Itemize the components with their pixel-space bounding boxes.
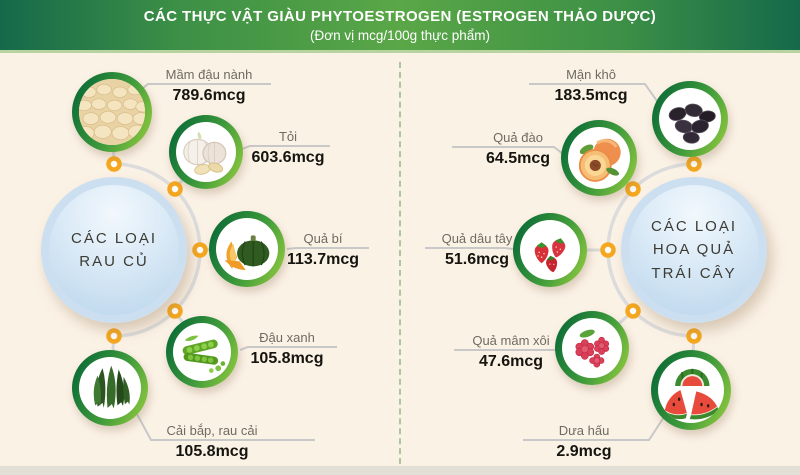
- prunes-image: [668, 103, 716, 144]
- peach-image: [578, 138, 621, 182]
- connector-dot: [600, 242, 616, 258]
- hub-line: CÁC LOẠI: [70, 229, 158, 247]
- label-soybean: Mầm đậu nành 789.6mcg: [147, 66, 271, 105]
- food-circle-leafy-greens-inner: [79, 357, 141, 419]
- food-circle-prunes: [652, 81, 728, 157]
- food-name: Cải bắp, rau cải: [166, 423, 258, 438]
- connector-dot: [192, 242, 208, 258]
- page-title: CÁC THỰC VẬT GIÀU PHYTOESTROGEN (ESTROGE…: [143, 8, 657, 25]
- food-circle-leafy-greens: [72, 350, 148, 426]
- label-raspberry: Quả mâm xôi 47.6mcg: [454, 332, 568, 371]
- food-circle-green-beans: [166, 316, 238, 388]
- vegetables-hub-title: CÁC LOẠI RAU CỦ: [71, 227, 157, 274]
- food-name: Dưa hấu: [558, 423, 610, 438]
- hub-line: RAU CỦ: [79, 253, 149, 270]
- food-circle-watermelon-inner: [658, 357, 724, 423]
- food-name: Tỏi: [278, 129, 298, 144]
- label-leafy-greens: Cải bắp, rau cải 105.8mcg: [146, 422, 278, 461]
- food-name: Quả dâu tây: [441, 231, 513, 246]
- green-beans-image: [182, 335, 226, 373]
- connector-dot: [106, 328, 122, 344]
- fruits-hub: CÁC LOẠI HOA QUẢ TRÁI CÂY: [621, 177, 767, 323]
- header-banner: CÁC THỰC VẬT GIÀU PHYTOESTROGEN (ESTROGE…: [0, 0, 800, 53]
- food-circle-squash: [209, 211, 285, 287]
- food-circle-strawberry: [513, 213, 587, 287]
- connector-dot: [686, 156, 702, 172]
- food-value: 105.8mcg: [250, 350, 324, 367]
- food-name: Đậu xanh: [259, 330, 315, 345]
- food-value: 789.6mcg: [172, 87, 246, 104]
- food-value: 603.6mcg: [251, 149, 325, 166]
- food-value: 2.9mcg: [556, 443, 612, 460]
- food-value: 183.5mcg: [554, 87, 628, 104]
- label-peach: Quả đào 64.5mcg: [466, 129, 570, 168]
- food-value: 51.6mcg: [444, 251, 510, 268]
- hub-line: TRÁI CÂY: [651, 264, 737, 282]
- label-prunes: Mận khô 183.5mcg: [529, 66, 653, 105]
- connector-dot: [625, 303, 641, 319]
- label-watermelon: Dưa hấu 2.9mcg: [532, 422, 636, 461]
- food-value: 64.5mcg: [485, 150, 551, 167]
- watermelon-image: [663, 368, 720, 420]
- soybean-image: [79, 79, 145, 145]
- connector-dot: [106, 156, 122, 172]
- fruits-hub-title: CÁC LOẠI HOA QUẢ TRÁI CÂY: [651, 215, 737, 285]
- raspberry-image: [575, 329, 610, 368]
- food-circle-soybean: [72, 72, 152, 152]
- food-circle-peach: [561, 120, 637, 196]
- page-subtitle: (Đơn vị mcg/100g thực phẩm): [310, 28, 490, 43]
- food-name: Quả đào: [493, 130, 543, 145]
- connector-dot: [686, 328, 702, 344]
- food-circle-green-beans-inner: [173, 323, 231, 381]
- food-circle-peach-inner: [568, 127, 630, 189]
- label-strawberry: Quả dâu tây 51.6mcg: [425, 230, 529, 269]
- hub-line: CÁC LOẠI: [650, 218, 738, 236]
- label-green-beans: Đậu xanh 105.8mcg: [237, 329, 337, 368]
- food-circle-watermelon: [651, 350, 731, 430]
- food-value: 105.8mcg: [175, 443, 249, 460]
- squash-image: [224, 235, 270, 271]
- food-value: 47.6mcg: [478, 353, 544, 370]
- food-circle-garlic: [169, 115, 243, 189]
- hub-line: HOA QUẢ: [652, 241, 736, 259]
- food-value: 113.7mcg: [286, 251, 360, 268]
- food-circle-raspberry-inner: [562, 318, 622, 378]
- food-circle-soybean-inner: [79, 79, 145, 145]
- center-divider: [399, 62, 401, 464]
- food-circle-squash-inner: [216, 218, 278, 280]
- label-garlic: Tỏi 603.6mcg: [246, 128, 330, 167]
- garlic-image: [183, 131, 227, 175]
- food-circle-raspberry: [555, 311, 629, 385]
- connector-dot: [167, 303, 183, 319]
- food-circle-strawberry-inner: [520, 220, 580, 280]
- food-name: Quả bí: [303, 231, 343, 246]
- leafy-greens-image: [93, 365, 130, 409]
- label-squash: Quả bí 113.7mcg: [277, 230, 369, 269]
- vegetables-hub: CÁC LOẠI RAU CỦ: [41, 177, 187, 323]
- food-name: Mầm đậu nành: [165, 67, 253, 82]
- strawberry-image: [534, 238, 566, 273]
- connector-dot: [625, 181, 641, 197]
- food-name: Quả mâm xôi: [472, 333, 550, 348]
- food-name: Mận khô: [566, 67, 616, 82]
- connector-dot: [167, 181, 183, 197]
- food-circle-garlic-inner: [176, 122, 236, 182]
- bottom-edge-strip: [0, 466, 800, 475]
- food-circle-prunes-inner: [659, 88, 721, 150]
